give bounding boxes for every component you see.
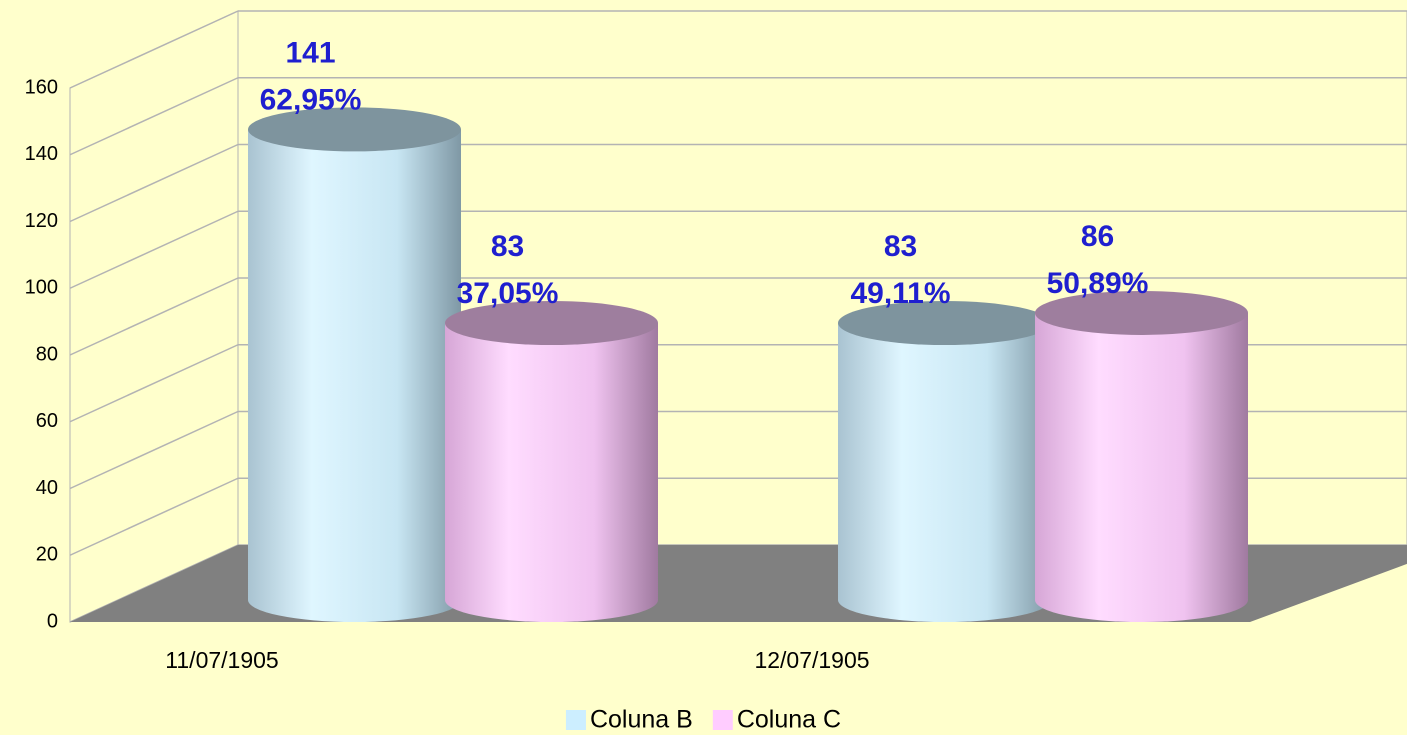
legend-swatch: [712, 710, 733, 730]
cylinder-top: [248, 107, 461, 152]
data-label-percent: 50,89%: [1047, 267, 1149, 300]
cylinder-top: [838, 300, 1051, 345]
cylinder-top: [1035, 290, 1248, 335]
legend-label: Coluna B: [590, 706, 693, 734]
grid-line: [69, 344, 239, 423]
x-tick-label: 11/07/1905: [165, 647, 278, 673]
grid-line: [69, 477, 239, 556]
grid-line: [69, 143, 239, 223]
legend-label: Coluna C: [737, 706, 841, 734]
data-label-percent: 49,11%: [850, 277, 950, 310]
grid-line: [69, 210, 239, 289]
cylinder-body: [248, 129, 461, 622]
y-tick-label: 0: [47, 610, 58, 632]
y-tick-label: 160: [25, 76, 58, 98]
y-tick-label: 40: [36, 477, 58, 499]
legend: Coluna B Coluna C: [565, 706, 841, 734]
data-label: 83: [884, 230, 917, 263]
cylinder-body: [1035, 312, 1248, 622]
y-tick-label: 140: [25, 143, 58, 165]
legend-swatch: [565, 710, 586, 730]
y-tick-label: 100: [25, 277, 58, 299]
x-tick-label: 12/07/1905: [754, 647, 869, 673]
data-label: 83: [491, 230, 524, 263]
cylinder-top: [445, 300, 658, 345]
data-label: 141: [285, 36, 335, 69]
y-tick-label: 80: [36, 343, 58, 365]
y-tick-label: 60: [36, 410, 58, 432]
cylinder-body: [838, 322, 1051, 622]
grid-line: [69, 277, 239, 356]
grid-line: [69, 10, 239, 89]
y-tick-label: 20: [36, 544, 58, 566]
cylinder-body: [445, 322, 658, 622]
grid-line: [69, 77, 239, 156]
y-tick-label: 120: [25, 210, 58, 232]
data-label-percent: 37,05%: [457, 277, 559, 310]
data-label-percent: 62,95%: [260, 83, 362, 116]
grid-line: [69, 410, 239, 490]
data-label: 86: [1081, 220, 1114, 253]
